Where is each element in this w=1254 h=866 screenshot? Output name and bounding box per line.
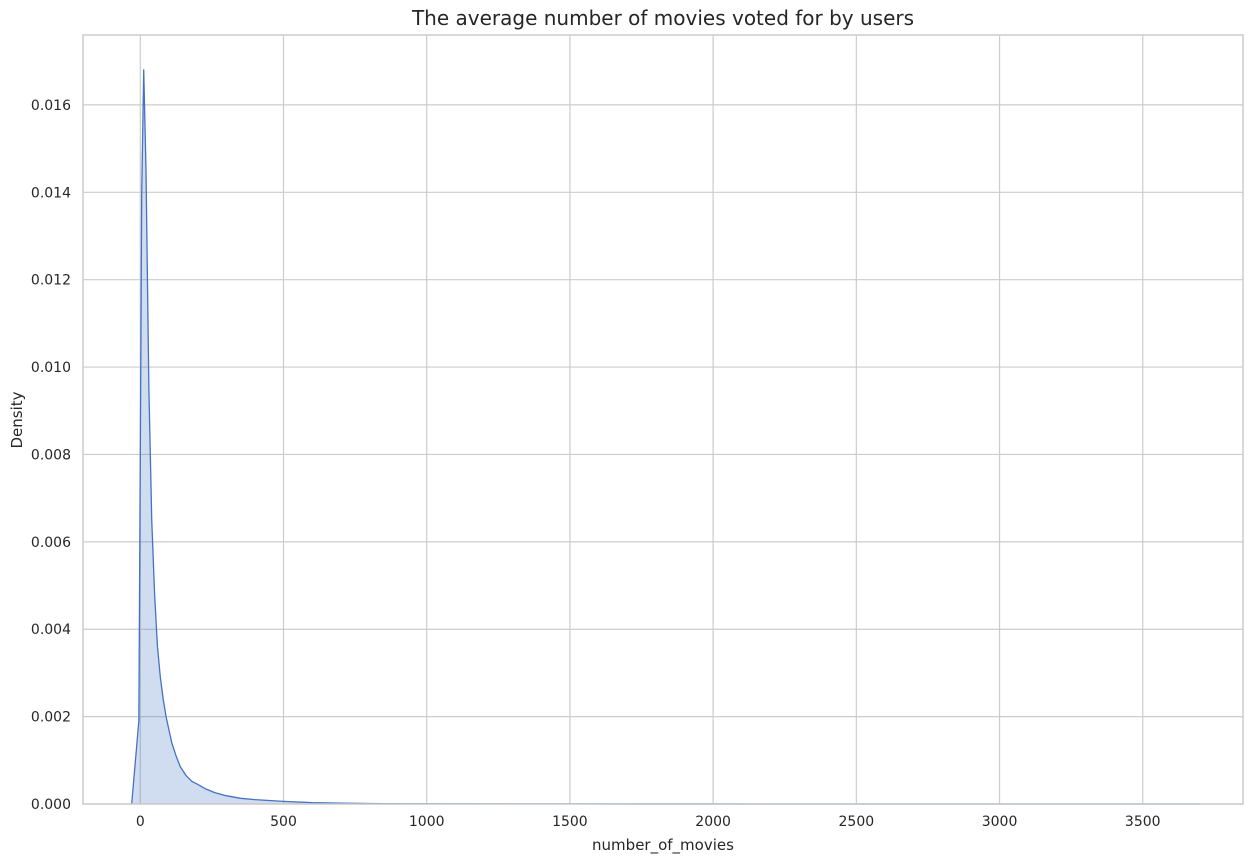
tick-labels: 0 500 1000 1500 2000 2500 3000 3500 0.000 0.002 0.…	[31, 98, 1161, 830]
plot-frame	[82, 34, 1244, 805]
axes-frame	[82, 34, 1244, 805]
series-area	[131, 69, 1201, 805]
density-area-fill	[131, 69, 1201, 804]
x-tick-label: 500	[270, 814, 297, 830]
y-tick-label: 0.006	[31, 535, 71, 551]
x-tick-label: 2000	[695, 814, 731, 830]
x-tick-label: 0	[136, 814, 145, 830]
y-tick-label: 0.012	[31, 273, 71, 289]
x-tick-label: 1500	[552, 814, 588, 830]
y-tick-label: 0.004	[31, 622, 71, 638]
x-tick-label: 1000	[409, 814, 445, 830]
y-tick-label: 0.000	[31, 797, 71, 813]
chart-title: The average number of movies voted for b…	[411, 6, 914, 30]
y-tick-label: 0.010	[31, 360, 71, 376]
x-tick-label: 3000	[982, 814, 1018, 830]
y-tick-label: 0.016	[31, 98, 71, 114]
x-tick-label: 3500	[1125, 814, 1161, 830]
y-tick-label: 0.002	[31, 710, 71, 726]
y-tick-label: 0.008	[31, 447, 71, 463]
y-axis-label: Density	[8, 391, 26, 448]
x-tick-label: 2500	[839, 814, 875, 830]
y-tick-label: 0.014	[31, 185, 71, 201]
density-curve	[131, 69, 1201, 805]
grid	[83, 35, 1243, 805]
x-axis-label: number_of_movies	[592, 836, 734, 855]
